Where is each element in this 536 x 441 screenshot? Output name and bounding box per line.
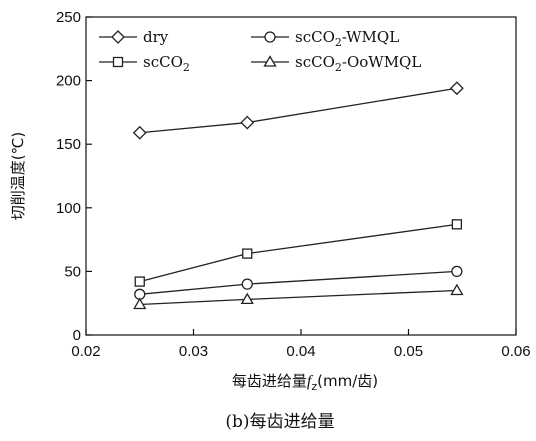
- x-tick-label: 0.05: [394, 343, 423, 360]
- figure-caption: (b)每齿进给量: [225, 412, 334, 432]
- data-point: [242, 248, 253, 259]
- legend-item: scCO2: [99, 53, 190, 74]
- series-square: [134, 219, 463, 287]
- y-tick-label: 100: [56, 200, 81, 217]
- x-axis: 0.02 0.03 0.04 0.05 0.06: [71, 329, 531, 360]
- legend-item: scCO2-OoWMQL: [251, 53, 421, 74]
- y-axis: 0 50 100 150 200 250: [56, 9, 92, 344]
- series-triangle: [133, 283, 464, 310]
- data-point: [241, 278, 253, 290]
- y-tick-label: 200: [56, 73, 81, 90]
- x-axis-label: 每齿进给量fz(mm/齿): [232, 372, 378, 393]
- data-point: [451, 265, 463, 278]
- y-tick-label: 150: [56, 136, 81, 153]
- series-group: [132, 81, 464, 310]
- data-point: [134, 276, 145, 287]
- data-point: [133, 297, 147, 310]
- legend-label: scCO2-OoWMQL: [295, 53, 421, 74]
- legend-marker: [111, 30, 125, 44]
- legend-item: scCO2-WMQL: [251, 28, 399, 49]
- legend-marker: [263, 55, 277, 67]
- y-axis-label: 切削温度(℃): [9, 132, 27, 221]
- legend: dry scCO2 scCO2-WMQL scCO2-OoWMQL: [99, 28, 421, 74]
- data-point: [450, 283, 464, 296]
- y-tick-label: 0: [73, 327, 81, 344]
- series-line: [139, 223, 457, 283]
- series-diamond: [132, 81, 464, 140]
- legend-label: dry: [143, 28, 169, 46]
- legend-marker: [112, 56, 124, 68]
- legend-item: dry: [99, 28, 169, 46]
- series-line: [139, 87, 457, 134]
- data-point: [449, 81, 464, 96]
- series-line: [139, 270, 457, 295]
- x-tick-label: 0.02: [71, 343, 100, 360]
- series-line: [139, 289, 457, 306]
- data-point: [240, 115, 255, 130]
- series-circle: [134, 265, 463, 300]
- x-tick-label: 0.06: [501, 343, 530, 360]
- data-point: [240, 292, 254, 305]
- data-point: [451, 219, 463, 230]
- y-tick-label: 250: [56, 9, 81, 26]
- legend-label: scCO2: [143, 53, 190, 74]
- y-tick-label: 50: [64, 263, 81, 280]
- data-point: [132, 125, 147, 140]
- x-tick-label: 0.04: [286, 343, 315, 360]
- x-tick-label: 0.03: [179, 343, 208, 360]
- legend-marker: [264, 31, 276, 43]
- legend-label: scCO2-WMQL: [295, 28, 399, 49]
